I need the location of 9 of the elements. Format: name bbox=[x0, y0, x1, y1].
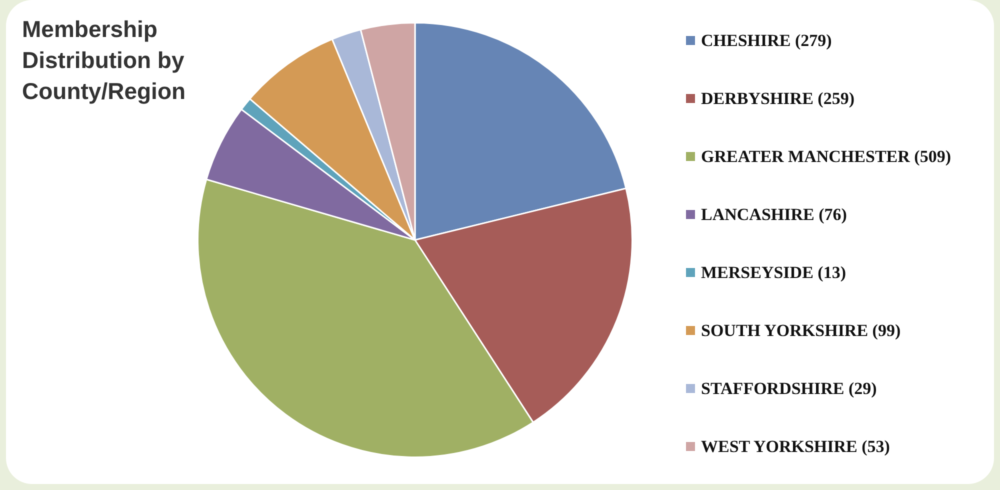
text: Membership Distribution by County/Region bbox=[22, 15, 187, 106]
legend-label: STAFFORDSHIRE (29) bbox=[701, 378, 878, 400]
legend-label: GREATER MANCHESTER (509) bbox=[701, 146, 952, 168]
legend-label: MERSEYSIDE (13) bbox=[701, 262, 847, 284]
legend-label: LANCASHIRE (76) bbox=[701, 204, 848, 226]
legend-label: SOUTH YORKSHIRE (99) bbox=[701, 320, 902, 342]
legend-label: WEST YORKSHIRE (53) bbox=[701, 436, 891, 458]
legend-label: CHESHIRE (279) bbox=[701, 30, 833, 52]
legend-label: DERBYSHIRE (259) bbox=[701, 88, 856, 110]
